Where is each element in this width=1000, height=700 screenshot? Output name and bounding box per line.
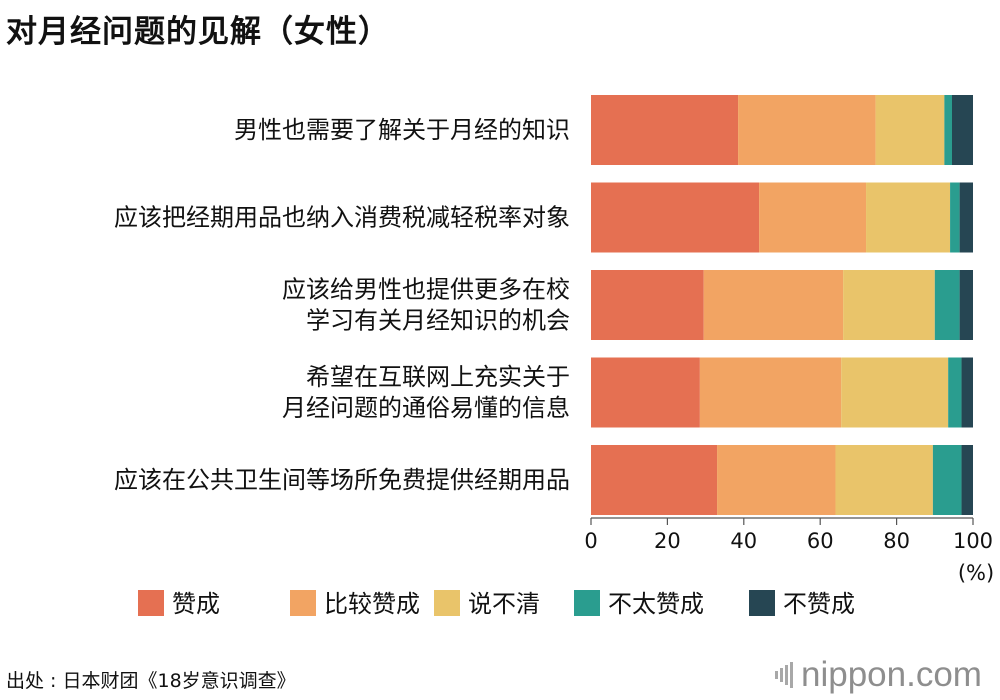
logo-text: nippon.com (801, 655, 982, 694)
bar-segment-2-5 (959, 182, 973, 253)
legend-swatch-4 (574, 590, 600, 616)
bar-segment-4-1 (591, 357, 700, 428)
x-unit-label: (%) (958, 561, 994, 585)
bar-segment-4-2 (699, 357, 842, 428)
bar-segment-5-5 (961, 445, 973, 515)
chart-title: 对月经问题的见解（女性） (6, 14, 390, 50)
category-labels: 男性也需要了解关于月经的知识应该把经期用品也纳入消费税减轻税率对象应该给男性也提… (114, 116, 570, 494)
bar-segment-1-5 (951, 95, 973, 165)
legend-label-2: 比较赞成 (324, 590, 420, 618)
bar-segment-5-3 (835, 445, 933, 515)
x-tick-label-4: 60 (807, 529, 834, 553)
bar-segment-3-1 (591, 270, 704, 340)
bar-segment-5-2 (717, 445, 836, 515)
bar-segment-1-3 (875, 95, 945, 165)
legend-label-1: 赞成 (172, 590, 220, 618)
logo-bars-icon (775, 661, 793, 689)
bar-segment-1-4 (944, 95, 952, 165)
category-label-5: 应该在公共卫生间等场所免费提供经期用品 (114, 466, 570, 494)
x-axis: 0 20 40 60 80 100 (%) (584, 517, 994, 585)
bar-segment-3-4 (934, 270, 960, 340)
bar-segment-2-2 (759, 182, 867, 253)
x-tick-label-6: 100 (953, 529, 993, 553)
nippon-logo: nippon.com (775, 655, 982, 695)
category-label-3-line-2: 学习有关月经知识的机会 (306, 307, 570, 335)
bar-segment-3-5 (959, 270, 973, 340)
source-note: 出处 : 日本财团《18岁意识调查》 (6, 670, 296, 692)
x-tick-label-2: 20 (654, 529, 681, 553)
x-tick-label-5: 80 (883, 529, 910, 553)
category-label-4-line-2: 月经问题的通俗易懂的信息 (282, 394, 570, 422)
x-tick-label-1: 0 (584, 529, 597, 553)
bar-segment-3-2 (703, 270, 844, 340)
legend: 赞成 比较赞成 说不清 不太赞成 不赞成 (138, 590, 855, 618)
bar-segment-2-4 (950, 182, 960, 253)
bar-segment-5-1 (591, 445, 718, 515)
legend-swatch-1 (138, 590, 164, 616)
legend-swatch-2 (290, 590, 316, 616)
category-label-1: 男性也需要了解关于月经的知识 (234, 116, 570, 144)
bar-segment-1-1 (591, 95, 739, 165)
bar-segment-3-3 (843, 270, 935, 340)
category-label-4-line-1: 希望在互联网上充实关于 (306, 363, 570, 391)
category-label-2: 应该把经期用品也纳入消费税减轻税率对象 (114, 204, 570, 232)
bar-segment-4-5 (961, 357, 973, 428)
bar-segment-4-3 (841, 357, 949, 428)
legend-swatch-3 (434, 590, 460, 616)
bar-segment-4-4 (948, 357, 962, 428)
bar-segment-1-2 (738, 95, 876, 165)
legend-swatch-5 (749, 590, 775, 616)
legend-label-3: 说不清 (468, 590, 540, 618)
bars (591, 95, 973, 515)
legend-label-5: 不赞成 (783, 590, 855, 618)
category-label-3-line-1: 应该给男性也提供更多在校 (282, 276, 570, 304)
bar-segment-5-4 (932, 445, 962, 515)
bar-segment-2-3 (866, 182, 951, 253)
x-tick-label-3: 40 (730, 529, 757, 553)
bar-segment-2-1 (591, 182, 760, 253)
legend-label-4: 不太赞成 (608, 590, 704, 618)
